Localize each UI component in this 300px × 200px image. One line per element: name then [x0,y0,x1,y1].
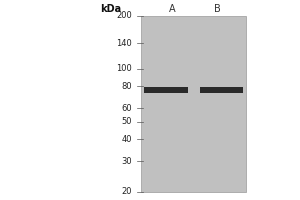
Text: kDa: kDa [100,4,122,14]
Text: 100: 100 [116,64,132,73]
Text: 140: 140 [116,39,132,48]
Bar [144,87,188,93]
Text: 200: 200 [116,11,132,21]
Bar [141,16,246,192]
Bar [200,87,243,93]
Text: 40: 40 [122,135,132,144]
Text: 20: 20 [122,188,132,196]
Text: 30: 30 [122,157,132,166]
Text: B: B [214,4,221,14]
Text: 50: 50 [122,117,132,126]
Text: A: A [169,4,176,14]
Text: 80: 80 [122,82,132,91]
Text: 60: 60 [122,104,132,113]
